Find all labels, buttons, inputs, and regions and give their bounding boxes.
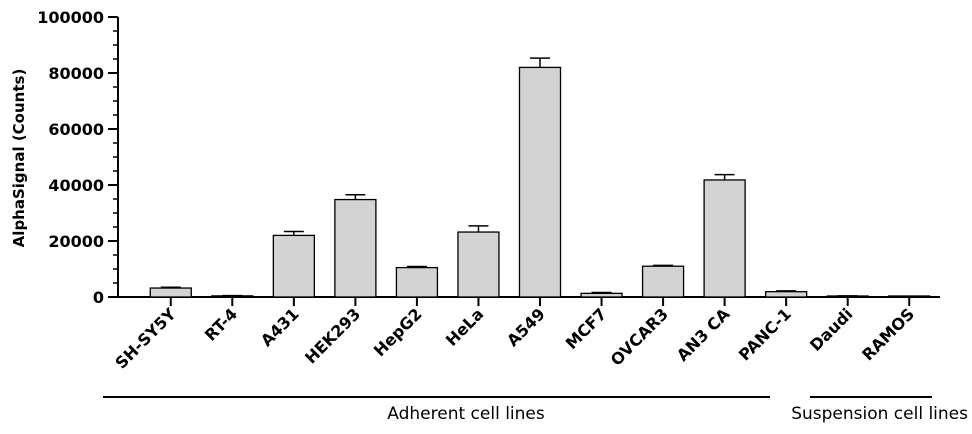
x-tick-label: Daudi [806, 304, 856, 354]
bar-ovcar3 [641, 265, 685, 298]
x-tick-label: MCF7 [562, 304, 611, 353]
y-axis-title: AlphaSignal (Counts) [10, 69, 28, 248]
plot-area: 0 20000 40000 60000 80000 100000 SH-SY5Y RT-4 A4… [37, 8, 968, 424]
y-tick-label: 40000 [48, 176, 104, 195]
bar-mcf7 [580, 292, 623, 298]
bar-rt-4 [211, 295, 254, 298]
bar-panc-1 [765, 291, 808, 298]
x-tick-label: HeLa [442, 304, 487, 349]
y-tick-label: 80000 [48, 64, 104, 83]
bar-daudi [826, 295, 869, 298]
x-tick-label: A549 [503, 304, 549, 350]
x-tick-label: OVCAR3 [607, 304, 672, 369]
y-tick-label: 20000 [48, 232, 104, 251]
bar-sh-sy5y [149, 287, 192, 298]
x-tick-label: HEK293 [301, 304, 364, 367]
y-tick-label: 100000 [37, 8, 104, 27]
bar-hepg2 [395, 266, 439, 298]
bar-an3-ca [703, 179, 746, 298]
bar-hela [457, 231, 500, 298]
bar-ramos [888, 295, 931, 298]
x-tick-label: RT-4 [201, 304, 241, 344]
group-label-suspension: Suspension cell lines [791, 404, 968, 424]
y-tick-label: 0 [93, 288, 104, 307]
x-tick-label: RAMOS [858, 304, 918, 364]
x-tick-label: SH-SY5Y [111, 304, 179, 372]
bar-a431 [272, 234, 315, 298]
bar-a549 [518, 66, 562, 298]
x-tick-label: HepG2 [370, 304, 426, 360]
x-tick-label: PANC-1 [735, 304, 795, 364]
y-tick-label: 60000 [48, 120, 104, 139]
group-label-adherent: Adherent cell lines [387, 404, 545, 424]
x-tick-label: A431 [257, 304, 303, 350]
x-tick-label: AN3 CA [673, 304, 734, 365]
bar-hek293 [334, 198, 377, 298]
